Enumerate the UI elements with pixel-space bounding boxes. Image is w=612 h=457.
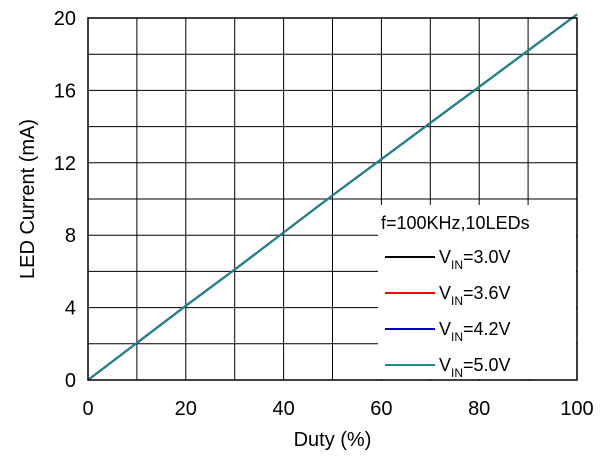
legend-label-subscript: IN (451, 294, 463, 308)
x-tick-label: 60 (370, 398, 392, 420)
legend-label-main: V (439, 247, 451, 267)
y-tick-labels: 0 4 8 12 16 20 (54, 8, 76, 392)
legend-label-subscript: IN (451, 258, 463, 272)
x-tick-label: 100 (560, 398, 593, 420)
x-tick-label: 80 (468, 398, 490, 420)
legend-label-4: VIN=5.0V (439, 355, 511, 380)
legend-label-3: VIN=4.2V (439, 319, 511, 344)
y-tick-label: 8 (65, 225, 76, 247)
legend-label-value: =4.2V (463, 319, 511, 339)
x-tick-label: 40 (272, 398, 294, 420)
legend-label-subscript: IN (451, 366, 463, 380)
y-tick-label: 0 (65, 370, 76, 392)
legend-label-main: V (439, 355, 451, 375)
x-axis-label: Duty (%) (294, 429, 372, 451)
legend-label-value: =3.6V (463, 283, 511, 303)
plot-frame (87, 17, 578, 381)
legend-label-1: VIN=3.0V (439, 247, 511, 272)
y-axis-label: LED Current (mA) (17, 119, 39, 279)
legend: f=100KHz,10LEDs VIN=3.0VVIN=3.6VVIN=4.2V… (378, 205, 576, 380)
legend-label-value: =5.0V (463, 355, 511, 375)
y-tick-label: 16 (54, 80, 76, 102)
legend-title: f=100KHz,10LEDs (381, 213, 530, 233)
legend-label-main: V (439, 283, 451, 303)
series-line-4 (87, 13, 578, 381)
y-tick-label: 4 (65, 298, 76, 320)
x-tick-label: 20 (175, 398, 197, 420)
legend-label-main: V (439, 319, 451, 339)
series-lines (87, 13, 578, 381)
legend-label-subscript: IN (451, 330, 463, 344)
x-tick-labels: 0 20 40 60 80 100 (82, 398, 593, 420)
y-tick-label: 12 (54, 153, 76, 175)
x-tick-label: 0 (82, 398, 93, 420)
legend-label-2: VIN=3.6V (439, 283, 511, 308)
y-tick-label: 20 (54, 8, 76, 30)
legend-label-value: =3.0V (463, 247, 511, 267)
